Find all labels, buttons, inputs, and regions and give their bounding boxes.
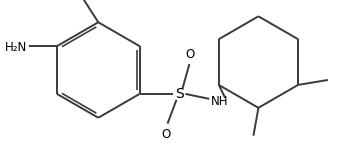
Text: O: O xyxy=(161,128,170,141)
Text: S: S xyxy=(175,87,184,101)
Text: NH: NH xyxy=(211,95,229,108)
Text: H₂N: H₂N xyxy=(5,41,27,54)
Text: O: O xyxy=(186,48,195,61)
